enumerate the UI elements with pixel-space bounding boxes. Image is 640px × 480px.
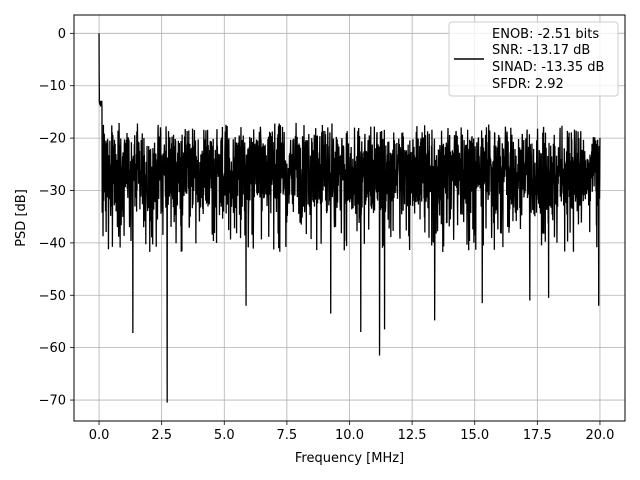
legend-sinad: SINAD: -13.35 dB — [492, 60, 604, 75]
x-tick-label: 12.5 — [398, 428, 427, 443]
y-axis-label: PSD [dB] — [14, 189, 29, 247]
legend-sfdr: SFDR: 2.92 — [492, 77, 564, 92]
x-tick-label: 15.0 — [460, 428, 489, 443]
x-tick-label: 20.0 — [585, 428, 614, 443]
y-tick-label: −20 — [39, 132, 66, 147]
x-tick-label: 17.5 — [523, 428, 552, 443]
y-tick-label: 0 — [58, 27, 66, 42]
psd-series-line — [98, 33, 601, 403]
y-tick-label: −70 — [39, 394, 66, 409]
x-axis-label: Frequency [MHz] — [295, 451, 404, 466]
y-tick-label: −50 — [39, 289, 66, 304]
y-tick-label: −60 — [39, 341, 66, 356]
y-tick-label: −10 — [39, 79, 66, 94]
x-tick-label: 5.0 — [214, 428, 235, 443]
y-tick-label: −30 — [39, 184, 66, 199]
y-tick-label: −40 — [39, 236, 66, 251]
legend: ENOB: -2.51 bits SNR: -13.17 dB SINAD: -… — [448, 21, 619, 97]
x-tick-label: 0.0 — [89, 428, 110, 443]
x-axis-ticks: 0.0 2.5 5.0 7.5 10.0 12.5 15.0 17.5 20.0 — [89, 421, 614, 443]
x-tick-label: 10.0 — [335, 428, 364, 443]
legend-box — [448, 21, 619, 97]
legend-snr: SNR: -13.17 dB — [492, 43, 590, 58]
series-layer — [98, 33, 601, 403]
y-axis-ticks: 0 −10 −20 −30 −40 −50 −60 −70 — [39, 27, 74, 409]
x-tick-label: 2.5 — [151, 428, 172, 443]
legend-enob: ENOB: -2.51 bits — [492, 27, 599, 42]
x-tick-label: 7.5 — [277, 428, 298, 443]
